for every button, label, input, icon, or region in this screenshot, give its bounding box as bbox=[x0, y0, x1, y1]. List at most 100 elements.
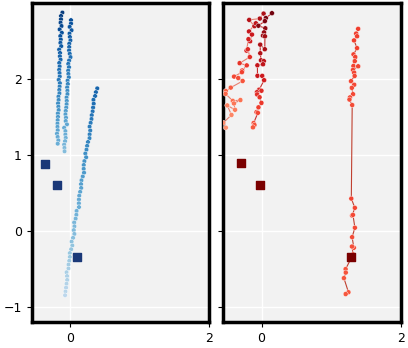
Point bbox=[68, 27, 75, 33]
Point bbox=[228, 85, 234, 90]
Point bbox=[80, 174, 86, 179]
Point bbox=[89, 109, 96, 114]
Point bbox=[55, 97, 62, 103]
Point bbox=[350, 92, 356, 97]
Point bbox=[57, 33, 64, 39]
Point bbox=[349, 102, 355, 108]
Point bbox=[90, 105, 96, 110]
Point bbox=[78, 177, 85, 183]
Point bbox=[348, 196, 355, 201]
Point bbox=[255, 110, 261, 116]
Point bbox=[347, 95, 353, 100]
Point bbox=[73, 208, 80, 214]
Point bbox=[73, 255, 80, 260]
Point bbox=[269, 10, 275, 16]
Point bbox=[75, 200, 82, 206]
Point bbox=[239, 78, 246, 84]
Point bbox=[56, 87, 62, 93]
Point bbox=[76, 193, 82, 198]
Point bbox=[250, 125, 256, 130]
Point bbox=[54, 117, 61, 123]
Point bbox=[81, 158, 88, 164]
Point bbox=[65, 266, 72, 271]
Point bbox=[86, 124, 93, 129]
Point bbox=[78, 181, 84, 187]
Point bbox=[253, 109, 260, 115]
Point bbox=[256, 87, 262, 93]
Point bbox=[64, 121, 70, 127]
Point bbox=[247, 39, 253, 44]
Point bbox=[55, 101, 61, 106]
Point bbox=[63, 105, 69, 110]
Point bbox=[255, 23, 262, 29]
Point bbox=[88, 116, 95, 122]
Point bbox=[89, 112, 95, 118]
Point bbox=[350, 63, 357, 69]
Point bbox=[71, 220, 78, 225]
Point bbox=[349, 213, 355, 218]
Point bbox=[78, 185, 84, 191]
Point bbox=[61, 142, 67, 147]
Point bbox=[69, 239, 75, 244]
Point bbox=[222, 88, 229, 94]
Point bbox=[237, 97, 244, 103]
Point bbox=[345, 290, 352, 295]
Point bbox=[71, 231, 78, 237]
Point bbox=[58, 16, 64, 22]
Point bbox=[63, 285, 69, 290]
Point bbox=[349, 234, 355, 240]
Point bbox=[246, 54, 253, 60]
Point bbox=[351, 38, 357, 43]
Point bbox=[82, 151, 89, 156]
Point bbox=[57, 40, 64, 46]
Point bbox=[87, 128, 93, 133]
Point bbox=[80, 162, 87, 168]
Point bbox=[64, 81, 71, 87]
Point bbox=[222, 91, 229, 97]
Point bbox=[354, 45, 360, 51]
Point bbox=[350, 252, 357, 257]
Point bbox=[93, 89, 99, 95]
Point bbox=[65, 71, 72, 77]
Point bbox=[347, 255, 354, 260]
Point bbox=[56, 90, 63, 96]
Point bbox=[350, 67, 356, 73]
Point bbox=[236, 61, 243, 66]
Point bbox=[58, 30, 65, 35]
Point bbox=[62, 288, 69, 294]
Point bbox=[62, 128, 69, 134]
Point bbox=[341, 275, 347, 281]
Point bbox=[68, 21, 74, 26]
Point bbox=[246, 17, 253, 23]
Point bbox=[239, 69, 245, 75]
Point bbox=[258, 100, 265, 106]
Point bbox=[56, 70, 63, 76]
Point bbox=[61, 149, 68, 154]
Point bbox=[254, 89, 260, 95]
Point bbox=[73, 212, 80, 218]
Point bbox=[55, 137, 62, 143]
Point bbox=[352, 225, 358, 230]
Point bbox=[67, 38, 74, 43]
Point bbox=[68, 17, 74, 23]
Point bbox=[75, 197, 82, 202]
Point bbox=[55, 77, 62, 82]
Point bbox=[55, 104, 62, 110]
Point bbox=[86, 135, 93, 141]
Point bbox=[58, 44, 64, 49]
Point bbox=[245, 37, 252, 42]
Point bbox=[224, 103, 231, 108]
Point bbox=[83, 155, 89, 160]
Point bbox=[351, 82, 357, 88]
Point bbox=[62, 292, 69, 298]
Point bbox=[91, 101, 97, 106]
Point bbox=[220, 120, 226, 126]
Point bbox=[64, 78, 71, 84]
Point bbox=[350, 245, 357, 251]
Point bbox=[57, 50, 63, 56]
Point bbox=[246, 29, 252, 34]
Point bbox=[262, 25, 268, 31]
Point bbox=[354, 33, 360, 39]
Point bbox=[251, 120, 257, 126]
Point bbox=[262, 18, 268, 24]
